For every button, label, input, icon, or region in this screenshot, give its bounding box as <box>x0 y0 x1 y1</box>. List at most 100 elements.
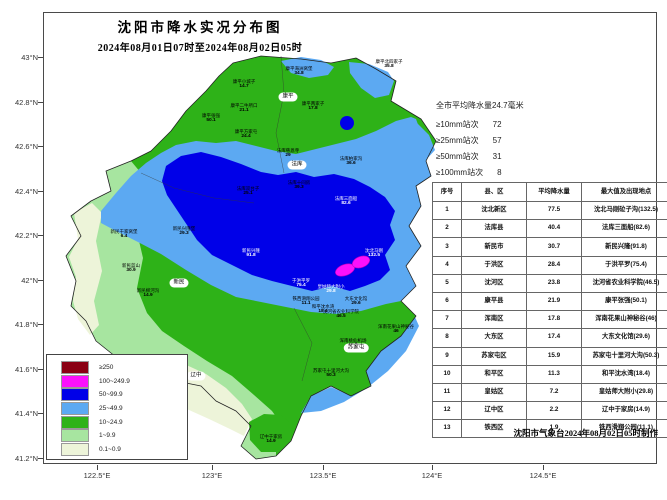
legend-label: 0.1~0.9 <box>99 445 121 453</box>
region-north-lightblue-1 <box>281 57 334 78</box>
table-cell: 7.2 <box>526 382 582 403</box>
table-cell: 沈河省农业科学院(46.5) <box>581 273 667 293</box>
threshold-count-row: ≥50mm站次 31 <box>436 151 651 162</box>
table-row: 4 于洪区 28.4 于洪平罗(75.4) <box>432 255 667 275</box>
legend-item: 25~49.9 <box>61 402 187 416</box>
threshold-count-row: ≥25mm站次 57 <box>436 135 651 146</box>
legend-item: 1~9.9 <box>61 429 187 443</box>
legend-item: 100~249.9 <box>61 374 187 389</box>
table-cell: 17.8 <box>526 310 582 330</box>
threshold-label: ≥50mm站次 <box>436 152 479 161</box>
table-cell: 铁西滑翔公园(11.1) <box>581 419 667 439</box>
y-axis-tick-label: 42.8°N <box>14 98 38 107</box>
table-header-cell: 序号 <box>432 182 462 202</box>
region-cream-west <box>69 203 102 335</box>
legend-item: 10~24.9 <box>61 415 187 429</box>
x-axis-tick-label: 123°E <box>201 471 223 480</box>
table-cell: 苏家屯区 <box>461 346 527 366</box>
table-cell: 新民市 <box>461 237 527 257</box>
table-cell: 新民兴隆(91.8) <box>581 237 667 257</box>
table-cell: 浑南区 <box>461 310 527 330</box>
table-cell: 1 <box>432 200 462 221</box>
region-southeast-lightblue <box>301 317 419 413</box>
district-boundary-line <box>140 55 313 382</box>
table-cell: 皇姑师大附小(29.8) <box>581 382 667 403</box>
legend-swatch <box>61 415 89 429</box>
threshold-label: ≥100mm站次 <box>436 168 484 177</box>
producer-credit: 沈阳市气象台2024年08月02日05时制作 <box>513 428 658 438</box>
table-cell: 8 <box>432 328 462 348</box>
citywide-stats: 全市平均降水量24.7毫米 ≥10mm站次 72 ≥25mm站次 57 ≥50mm站次 3… <box>436 100 651 183</box>
table-cell: 大东区 <box>461 328 527 348</box>
table-cell: 7 <box>432 310 462 330</box>
table-cell: 法库三面船(82.6) <box>581 219 667 239</box>
y-axis-tick-label: 42.6°N <box>14 142 38 151</box>
district-precip-table: 序号 县、区 平均降水量 最大值及出现地点 1 沈北新区 77.5 沈北马刚砬子沟(132.… <box>432 182 667 439</box>
legend-box: ≥250 100~249.9 50~99.9 25~49.9 10~24.9 1~9.9 0… <box>46 354 188 460</box>
table-header: 序号 县、区 平均降水量 最大值及出现地点 <box>432 182 667 202</box>
table-cell: 6 <box>432 291 462 312</box>
table-row: 13 铁西区 1.9 铁西滑翔公园(11.1) <box>432 419 667 439</box>
y-axis-tick-mark <box>38 146 43 147</box>
table-header-cell: 县、区 <box>461 182 527 202</box>
table-cell: 辽中区 <box>461 401 527 421</box>
table-cell: 40.4 <box>526 219 582 239</box>
y-axis-tick-mark <box>38 102 43 103</box>
table-cell: 和平沈水湾(18.4) <box>581 364 667 384</box>
legend-swatch <box>61 429 89 443</box>
table-cell: 沈河区 <box>461 273 527 293</box>
x-axis-tick-mark <box>212 465 213 470</box>
table-row: 7 浑南区 17.8 浑南花果山神秘谷(46) <box>432 310 667 330</box>
threshold-count-row: ≥100mm站次 8 <box>436 167 651 178</box>
page-subtitle: 2024年08月01日07时至2024年08月02日05时 <box>97 43 303 54</box>
legend-swatch <box>61 442 89 456</box>
table-row: 2 法库县 40.4 法库三面船(82.6) <box>432 219 667 239</box>
table-cell: 沈北新区 <box>461 200 527 221</box>
x-axis-tick-mark <box>543 465 544 470</box>
table-cell: 77.5 <box>526 200 582 221</box>
table-cell: 苏家屯十里河大沟(50.3) <box>581 346 667 366</box>
table-cell: 法库县 <box>461 219 527 239</box>
page-title: 沈阳市降水实况分布图 <box>117 20 283 35</box>
legend-label: 10~24.9 <box>99 418 123 426</box>
legend-swatch <box>61 402 89 416</box>
table-cell: 17.4 <box>526 328 582 348</box>
region-north-lightblue-2 <box>349 62 394 98</box>
y-axis-tick-label: 43°N <box>21 53 38 62</box>
table-cell: 11 <box>432 382 462 403</box>
legend-label: 25~49.9 <box>99 405 123 413</box>
x-axis-tick-mark <box>97 465 98 470</box>
x-axis-tick-label: 123.5°E <box>309 471 337 480</box>
table-cell: 于洪区 <box>461 255 527 275</box>
table-cell: 9 <box>432 346 462 366</box>
legend-label: 100~249.9 <box>99 377 130 385</box>
table-header-cell: 最大值及出现地点 <box>581 182 667 202</box>
y-axis-tick-label: 42.2°N <box>14 231 38 240</box>
table-row: 6 康平县 21.9 康平张强(50.1) <box>432 291 667 312</box>
threshold-count: 8 <box>497 168 502 177</box>
table-cell: 12 <box>432 401 462 421</box>
table-cell: 15.9 <box>526 346 582 366</box>
table-cell: 于洪平罗(75.4) <box>581 255 667 275</box>
table-cell: 30.7 <box>526 237 582 257</box>
legend-label: ≥250 <box>99 364 114 372</box>
table-cell: 11.3 <box>526 364 582 384</box>
table-cell: 23.8 <box>526 273 582 293</box>
table-cell: 2 <box>432 219 462 239</box>
threshold-count-row: ≥10mm站次 72 <box>436 119 651 130</box>
table-cell: 康平县 <box>461 291 527 312</box>
y-axis-tick-mark <box>38 280 43 281</box>
threshold-label: ≥25mm站次 <box>436 136 479 145</box>
table-cell: 4 <box>432 255 462 275</box>
x-axis-tick-mark <box>432 465 433 470</box>
x-axis-tick-mark <box>323 465 324 470</box>
legend-label: 1~9.9 <box>99 432 116 440</box>
region-darkblue-spot <box>340 116 354 130</box>
legend-swatch <box>61 374 89 388</box>
x-axis-tick-label: 122.5°E <box>83 471 111 480</box>
y-axis-tick-mark <box>38 235 43 236</box>
table-cell: 康平张强(50.1) <box>581 291 667 312</box>
y-axis-tick-label: 41.6°N <box>14 365 38 374</box>
y-axis-tick-label: 42°N <box>21 276 38 285</box>
